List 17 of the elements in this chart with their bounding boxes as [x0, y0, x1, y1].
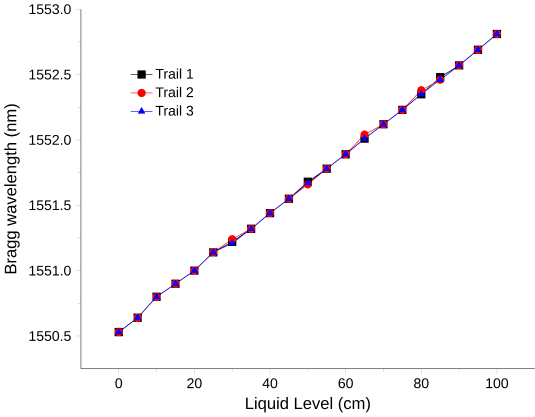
y-tick-label: 1550.5 [30, 331, 71, 342]
legend-label: Trail 3 [156, 106, 194, 116]
x-tick-label: 80 [414, 378, 429, 388]
y-tick-label: 1553.0 [30, 4, 71, 14]
x-tick-label: 0 [115, 378, 122, 388]
x-tick-label: 60 [338, 378, 353, 388]
x-axis-title: Liquid Level (cm) [246, 397, 370, 413]
x-tick-label: 100 [486, 378, 508, 388]
y-tick-label: 1551.5 [30, 200, 71, 210]
x-tick-label: 40 [262, 378, 278, 388]
y-tick-label: 1552.0 [30, 135, 71, 146]
legend-label: Trail 2 [156, 87, 194, 98]
y-axis-title: Bragg wavelength (nm) [4, 104, 20, 274]
x-tick-label: 20 [187, 378, 202, 388]
y-tick-label: 1552.5 [30, 70, 71, 80]
legend-label: Trail 1 [156, 68, 194, 79]
y-tick-label: 1551.0 [30, 266, 71, 276]
